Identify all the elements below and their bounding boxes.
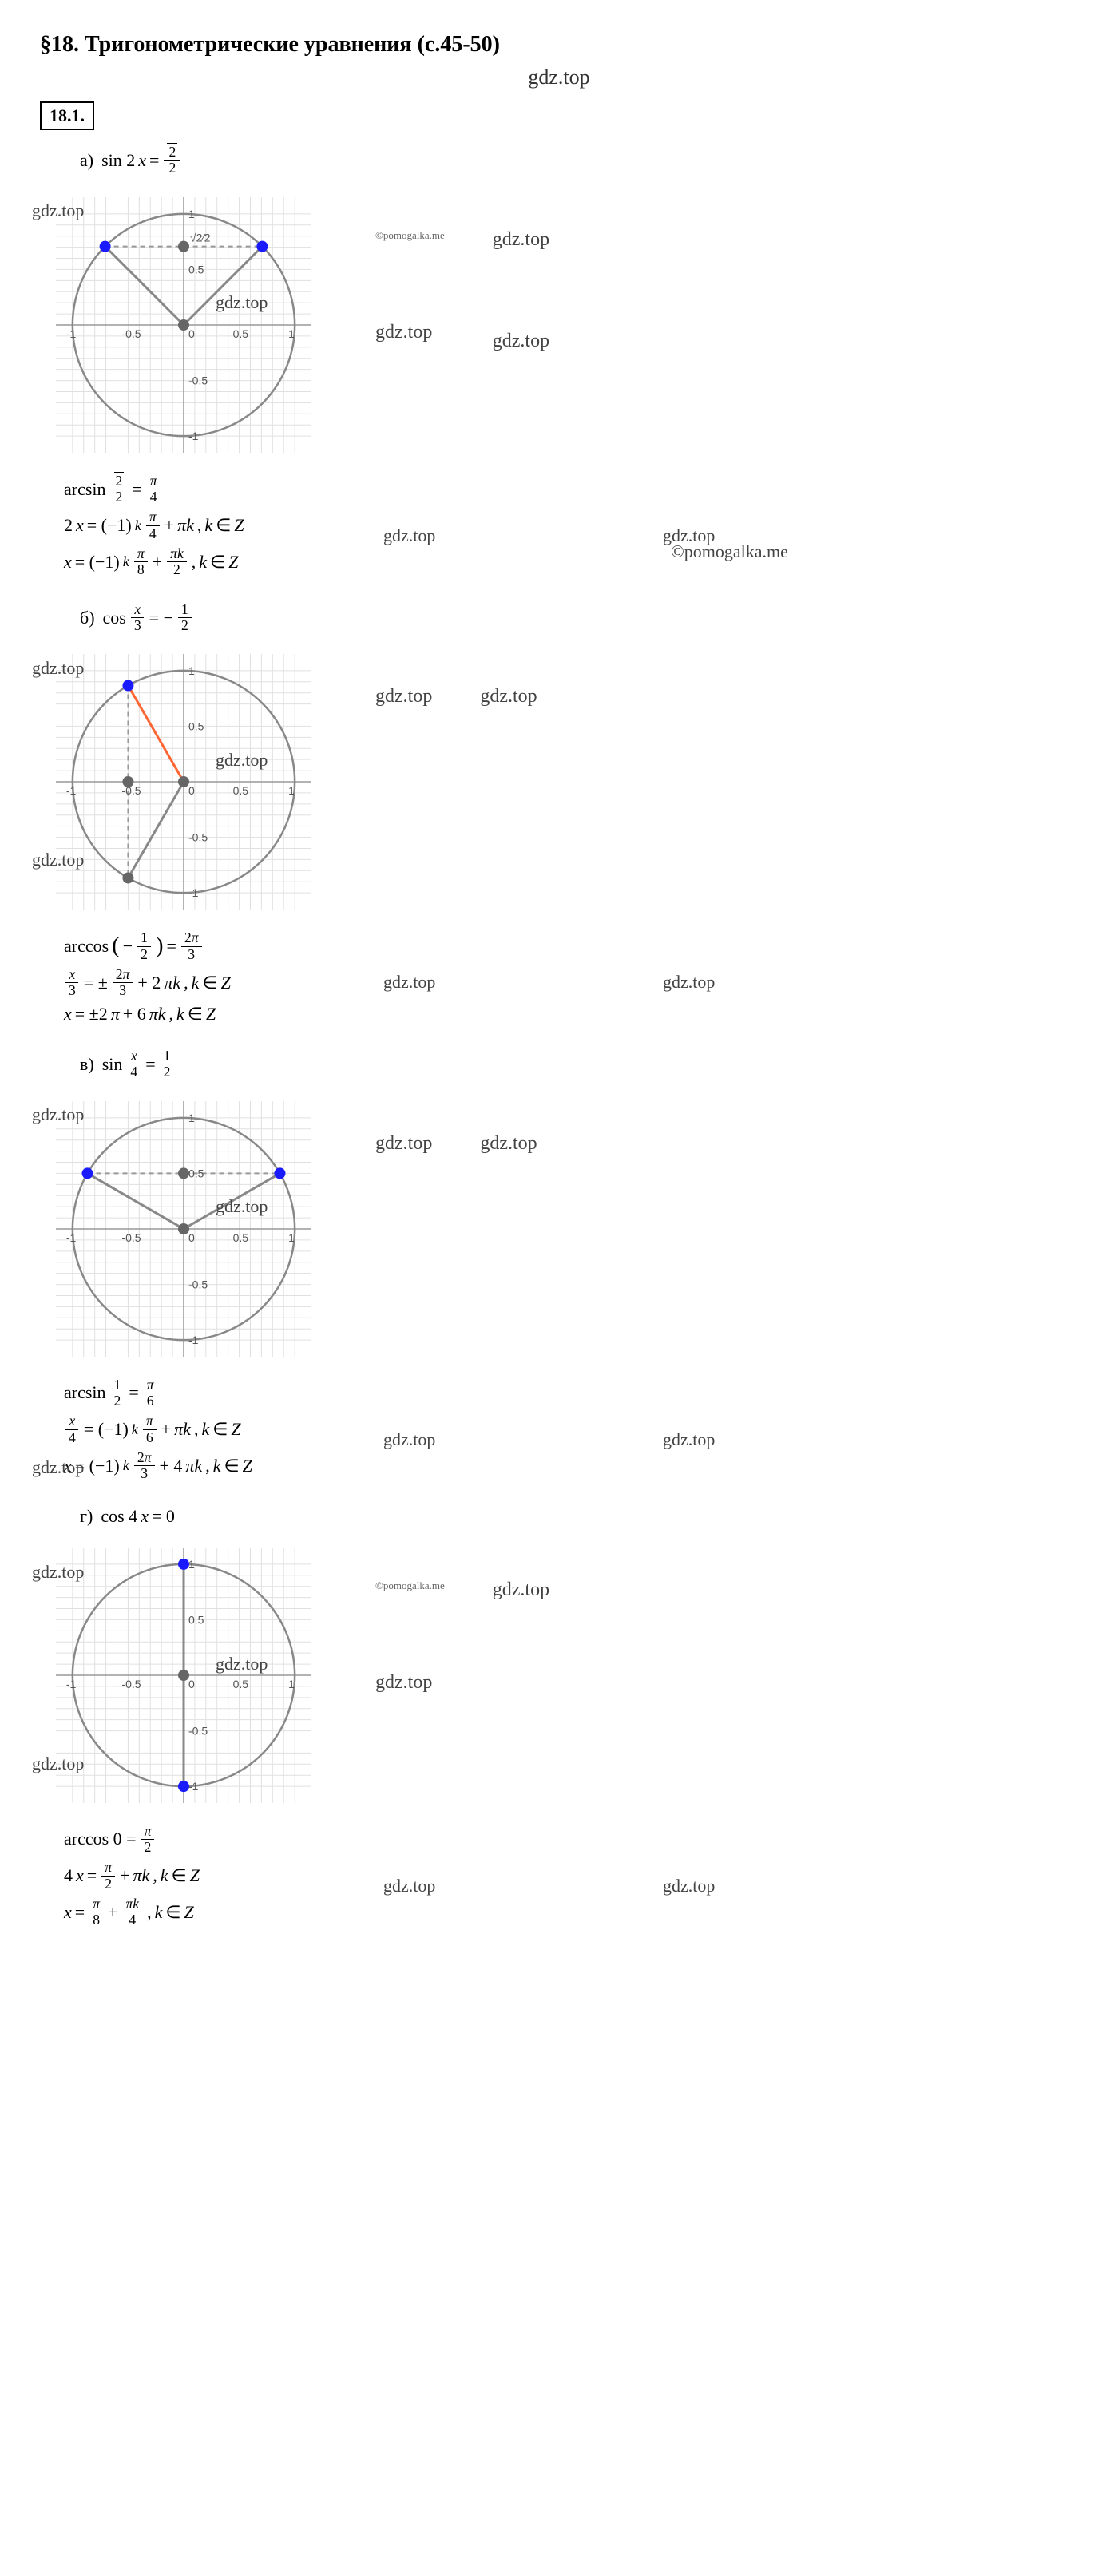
watermark-top: gdz.top xyxy=(40,65,1078,89)
svg-text:1: 1 xyxy=(288,1678,295,1690)
svg-text:-0.5: -0.5 xyxy=(121,1231,141,1244)
watermark: gdz.top xyxy=(493,331,549,352)
svg-text:-0.5: -0.5 xyxy=(188,1278,208,1290)
part-letter: г) xyxy=(80,1506,93,1527)
svg-text:-1: -1 xyxy=(66,1678,77,1690)
equation: б) cos x3 = − 12 xyxy=(64,602,1078,634)
svg-text:0: 0 xyxy=(188,784,195,797)
problem-part: б) cos x3 = − 12 -1 -1 -0.5 -0.5 0 0.5 0.5 1 1 gdz… xyxy=(40,602,1078,1024)
svg-text:0.5: 0.5 xyxy=(233,1231,249,1244)
equation: а) sin 2x = 22 xyxy=(64,145,1078,176)
svg-text:1: 1 xyxy=(188,1557,195,1570)
svg-text:-1: -1 xyxy=(188,887,199,900)
svg-text:0.5: 0.5 xyxy=(233,1678,249,1690)
unit-circle-chart: -1 -1 -0.5 -0.5 0 0.5 0.5 1 1 xyxy=(40,638,327,925)
svg-text:1: 1 xyxy=(288,784,295,797)
svg-text:1: 1 xyxy=(288,1231,295,1244)
chart-container: -1 -1 -0.5 -0.5 0 0.5 0.5 1 1 xyxy=(40,1532,327,1819)
chart-container: -1 -1 -0.5 -0.5 0 0.5 0.5 1 1 xyxy=(40,638,327,925)
svg-text:-1: -1 xyxy=(66,784,77,797)
solution-line: arcsin 22 = π4 xyxy=(64,474,1078,505)
svg-text:0.5: 0.5 xyxy=(188,720,204,733)
svg-text:1: 1 xyxy=(188,664,195,677)
svg-text:-0.5: -0.5 xyxy=(121,327,141,340)
svg-text:0: 0 xyxy=(188,1231,195,1244)
svg-text:1: 1 xyxy=(188,1111,195,1124)
solution-line: arccos 0 = π2 xyxy=(64,1824,1078,1856)
solution-line: x = π8 + πk4, k ∈ Z xyxy=(64,1896,1078,1928)
svg-text:0: 0 xyxy=(188,1678,195,1690)
problem-number: 18.1. xyxy=(40,101,94,130)
solution-line: x4 = (−1)k π6 + πk, k ∈ Z xyxy=(64,1413,1078,1445)
unit-circle-chart: -1 -1 -0.5 -0.5 0 0.5 0.5 1 1 xyxy=(40,1532,327,1819)
unit-circle-chart: -1 -1 -0.5 -0.5 0 0.5 0.5 1 1 √2⁄2 xyxy=(40,181,327,469)
solution-line: 4x = π2 + πk, k ∈ Z xyxy=(64,1860,1078,1892)
part-letter: а) xyxy=(80,150,93,171)
chart-container: -1 -1 -0.5 -0.5 0 0.5 0.5 1 1 √2⁄2 xyxy=(40,181,327,469)
watermark: gdz.top xyxy=(375,322,445,343)
watermark: gdz.top xyxy=(493,229,549,251)
credit-watermark: ©pomogalka.me xyxy=(375,1579,445,1592)
svg-text:1: 1 xyxy=(188,208,195,220)
problem-part: а) sin 2x = 22 -1 -1 -0.5 -0.5 0 0.5 0.5 1 1 √2⁄2 ©… xyxy=(40,145,1078,578)
svg-text:-0.5: -0.5 xyxy=(121,784,141,797)
svg-text:-1: -1 xyxy=(66,1231,77,1244)
credit-watermark: ©pomogalka.me xyxy=(375,229,445,242)
solution-line: x3 = ± 2π3 + 2πk, k ∈ Z xyxy=(64,967,1078,999)
solution-line: x = ±2π + 6πk, k ∈ Z xyxy=(64,1004,1078,1024)
svg-text:0.5: 0.5 xyxy=(188,1167,204,1179)
equation: г) cos 4x = 0 xyxy=(64,1506,1078,1527)
watermark: gdz.top xyxy=(375,1672,445,1694)
svg-text:-1: -1 xyxy=(66,327,77,340)
watermark: gdz.top xyxy=(480,686,537,707)
svg-text:1: 1 xyxy=(288,327,295,340)
solution-line: x = (−1)k 2π3 + 4πk, k ∈ Z xyxy=(64,1450,1078,1482)
svg-text:-0.5: -0.5 xyxy=(188,1724,208,1737)
svg-text:√2⁄2: √2⁄2 xyxy=(190,231,211,244)
svg-text:0.5: 0.5 xyxy=(188,1613,204,1626)
part-letter: в) xyxy=(80,1054,94,1075)
solution-line: arcsin 12 = π6 xyxy=(64,1377,1078,1409)
equation: в) sin x4 = 12 xyxy=(64,1048,1078,1080)
solution-line: x = (−1)k π8 + πk2, k ∈ Z xyxy=(64,546,1078,578)
part-letter: б) xyxy=(80,608,95,628)
solution-line: arccos (− 12) = 2π3 xyxy=(64,930,1078,962)
problem-part: г) cos 4x = 0 -1 -1 -0.5 -0.5 0 0.5 0.5 1 1 ©pomog… xyxy=(40,1506,1078,1928)
svg-text:-1: -1 xyxy=(188,430,199,442)
svg-text:-1: -1 xyxy=(188,1334,199,1346)
watermark: gdz.top xyxy=(480,1133,537,1155)
watermark: gdz.top xyxy=(493,1579,549,1601)
watermark: gdz.top xyxy=(375,1133,432,1155)
svg-text:-0.5: -0.5 xyxy=(188,374,208,386)
section-title: §18. Тригонометрические уравнения (с.45-… xyxy=(40,32,1078,57)
problem-part: в) sin x4 = 12 -1 -1 -0.5 -0.5 0 0.5 0.5 1 1 gdz.t… xyxy=(40,1048,1078,1482)
unit-circle-chart: -1 -1 -0.5 -0.5 0 0.5 0.5 1 1 xyxy=(40,1085,327,1373)
svg-text:-0.5: -0.5 xyxy=(188,831,208,844)
watermark: gdz.top xyxy=(375,686,432,707)
svg-text:0.5: 0.5 xyxy=(233,784,249,797)
svg-text:0: 0 xyxy=(188,327,195,340)
svg-text:-0.5: -0.5 xyxy=(121,1678,141,1690)
svg-text:0.5: 0.5 xyxy=(233,327,249,340)
svg-text:-1: -1 xyxy=(188,1780,199,1793)
chart-container: -1 -1 -0.5 -0.5 0 0.5 0.5 1 1 xyxy=(40,1085,327,1373)
solution-line: 2x = (−1)k π4 + πk, k ∈ Z xyxy=(64,509,1078,541)
svg-text:0.5: 0.5 xyxy=(188,263,204,275)
